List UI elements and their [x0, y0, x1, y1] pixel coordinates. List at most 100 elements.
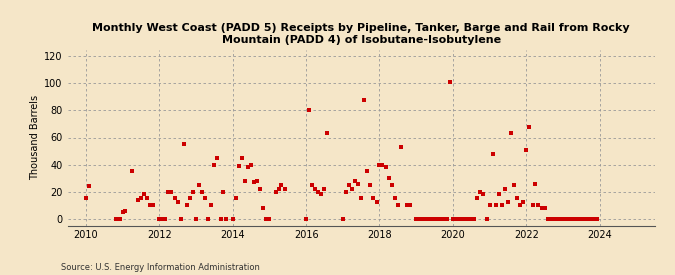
- Point: [478, 192, 489, 197]
- Point: [365, 183, 376, 187]
- Point: [362, 169, 373, 174]
- Point: [420, 216, 431, 221]
- Point: [423, 216, 434, 221]
- Point: [313, 189, 323, 194]
- Point: [542, 216, 553, 221]
- Point: [445, 80, 456, 84]
- Point: [356, 196, 367, 201]
- Point: [344, 183, 354, 187]
- Point: [300, 216, 311, 221]
- Point: [243, 165, 254, 169]
- Point: [435, 216, 446, 221]
- Point: [126, 169, 137, 174]
- Point: [512, 196, 522, 201]
- Point: [209, 162, 220, 167]
- Point: [576, 216, 587, 221]
- Point: [258, 206, 269, 210]
- Point: [429, 216, 440, 221]
- Point: [484, 203, 495, 207]
- Point: [380, 165, 391, 169]
- Point: [389, 196, 400, 201]
- Point: [120, 208, 131, 213]
- Point: [166, 189, 177, 194]
- Text: Source: U.S. Energy Information Administration: Source: U.S. Energy Information Administ…: [61, 263, 260, 272]
- Point: [154, 216, 165, 221]
- Point: [487, 152, 498, 156]
- Point: [371, 200, 382, 205]
- Point: [178, 142, 189, 147]
- Point: [206, 203, 217, 207]
- Point: [230, 196, 241, 201]
- Point: [558, 216, 568, 221]
- Point: [234, 164, 244, 168]
- Point: [163, 189, 174, 194]
- Point: [194, 183, 205, 187]
- Point: [496, 203, 507, 207]
- Point: [564, 216, 574, 221]
- Point: [426, 216, 437, 221]
- Point: [392, 203, 403, 207]
- Point: [240, 179, 250, 183]
- Point: [350, 179, 360, 183]
- Point: [227, 216, 238, 221]
- Point: [468, 216, 479, 221]
- Point: [358, 97, 369, 102]
- Point: [537, 206, 547, 210]
- Point: [340, 189, 351, 194]
- Point: [448, 216, 458, 221]
- Point: [402, 203, 412, 207]
- Point: [270, 189, 281, 194]
- Point: [560, 216, 571, 221]
- Point: [322, 131, 333, 136]
- Point: [548, 216, 559, 221]
- Point: [273, 187, 284, 191]
- Point: [404, 203, 415, 207]
- Point: [502, 200, 513, 205]
- Point: [506, 131, 516, 136]
- Point: [215, 216, 226, 221]
- Point: [188, 189, 198, 194]
- Point: [591, 216, 602, 221]
- Point: [197, 189, 208, 194]
- Point: [441, 216, 452, 221]
- Point: [514, 203, 525, 207]
- Point: [481, 216, 492, 221]
- Point: [254, 187, 265, 191]
- Point: [236, 156, 247, 160]
- Point: [545, 216, 556, 221]
- Point: [144, 203, 155, 207]
- Point: [500, 187, 510, 191]
- Point: [582, 216, 593, 221]
- Point: [117, 210, 128, 214]
- Point: [457, 216, 468, 221]
- Point: [172, 200, 183, 205]
- Point: [377, 162, 388, 167]
- Point: [175, 216, 186, 221]
- Point: [368, 196, 379, 201]
- Point: [527, 203, 538, 207]
- Point: [454, 216, 464, 221]
- Point: [307, 183, 318, 187]
- Point: [80, 196, 91, 201]
- Point: [579, 216, 590, 221]
- Point: [279, 187, 290, 191]
- Point: [310, 187, 321, 191]
- Point: [585, 216, 596, 221]
- Point: [374, 162, 385, 167]
- Point: [518, 200, 529, 205]
- Point: [539, 206, 550, 210]
- Point: [319, 187, 330, 191]
- Point: [157, 216, 167, 221]
- Point: [138, 192, 149, 197]
- Point: [248, 180, 259, 184]
- Point: [353, 181, 364, 186]
- Point: [463, 216, 474, 221]
- Point: [524, 125, 535, 129]
- Point: [316, 192, 327, 197]
- Point: [184, 196, 195, 201]
- Point: [460, 216, 470, 221]
- Point: [246, 162, 256, 167]
- Point: [450, 216, 461, 221]
- Point: [160, 216, 171, 221]
- Title: Monthly West Coast (PADD 5) Receipts by Pipeline, Tanker, Barge and Rail from Ro: Monthly West Coast (PADD 5) Receipts by …: [92, 23, 630, 45]
